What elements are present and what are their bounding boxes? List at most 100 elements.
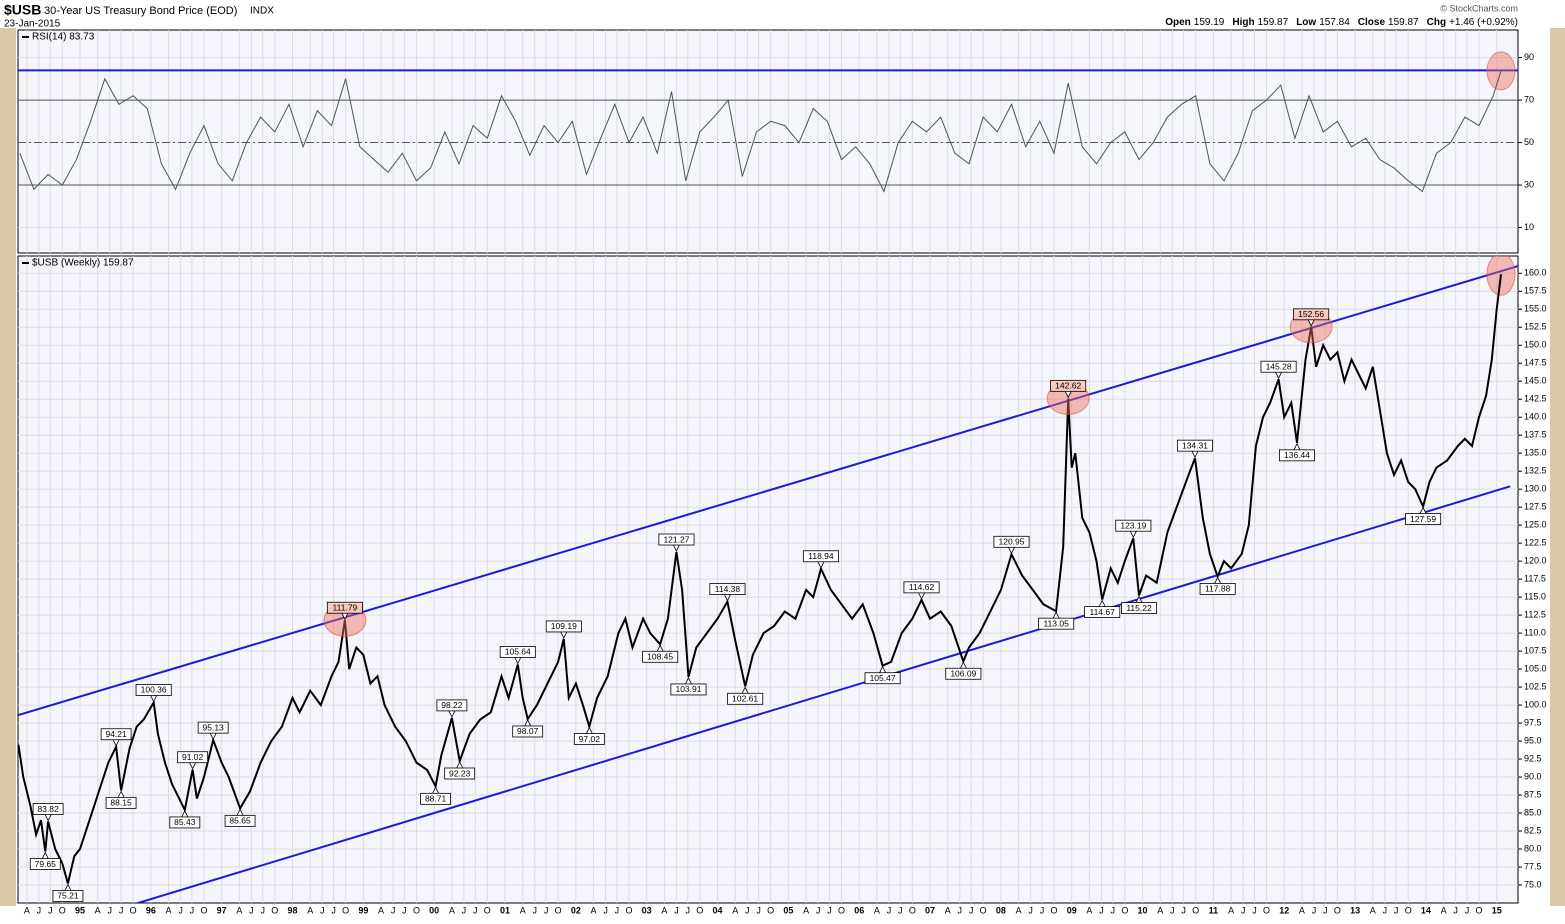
annotation-box [727, 692, 764, 705]
annotation-box [945, 667, 982, 680]
x-tick-label: 02 [571, 905, 581, 915]
x-tick-label: J [190, 905, 195, 915]
annotation-label: 97.02 [579, 734, 601, 744]
x-tick-label: 05 [783, 905, 793, 915]
x-tick-label: J [48, 905, 53, 915]
x-tick-label: O [271, 905, 278, 915]
annotation-label: 85.43 [174, 817, 196, 827]
x-tick-label: O [1263, 905, 1270, 915]
x-tick-label: O [838, 905, 845, 915]
y-tick-label: 100.0 [1524, 699, 1547, 709]
annotation-pointer [1008, 547, 1015, 555]
x-tick-label: 09 [1067, 905, 1077, 915]
annotation-box [658, 533, 695, 546]
y-tick-label: 127.5 [1524, 502, 1547, 512]
x-tick-label: O [130, 905, 137, 915]
quote-label: High [1232, 17, 1254, 28]
x-tick-label: J [1099, 905, 1104, 915]
frame-right [1550, 28, 1565, 906]
x-tick-label: 99 [358, 905, 368, 915]
annotation-label: 114.62 [909, 582, 935, 592]
quote-value: 159.87 [1258, 17, 1289, 28]
x-tick-label: J [462, 905, 467, 915]
annotation-box [1176, 439, 1213, 452]
date: 23-Jan-2015 [4, 19, 61, 30]
annotation-box [32, 803, 64, 815]
x-tick-label: J [1465, 905, 1470, 915]
annotation-box [1121, 602, 1158, 614]
annotation-box [573, 733, 605, 745]
annotation-label: 98.22 [441, 700, 463, 710]
x-tick-label: O [484, 905, 491, 915]
annotation-label: 88.71 [425, 794, 447, 804]
annotation-box [864, 672, 901, 685]
symbol: $USB [4, 2, 41, 18]
exchange: INDX [250, 6, 274, 17]
x-tick-label: A [1228, 905, 1234, 915]
annotation-pointer [1419, 506, 1427, 514]
x-tick-label: 11 [1209, 905, 1219, 915]
y-tick-label: 120.0 [1524, 556, 1547, 566]
x-tick-label: 97 [217, 905, 227, 915]
annotation-box [436, 699, 468, 712]
x-tick-label: J [674, 905, 679, 915]
annotation-label: 108.45 [647, 652, 673, 662]
x-tick-label: J [756, 905, 761, 915]
x-tick-label: A [1299, 905, 1305, 915]
annotation-pointer [1135, 595, 1143, 603]
annotation-pointer [1307, 319, 1315, 327]
quote-label: Open [1165, 17, 1191, 28]
x-tick-label: O [980, 905, 987, 915]
x-tick-label: J [1312, 905, 1317, 915]
x-tick-label: J [969, 905, 974, 915]
x-tick-label: O [767, 905, 774, 915]
y-tick-label: 110.0 [1524, 627, 1546, 637]
annotation-pointer [341, 613, 349, 621]
y-tick-label: 160.0 [1524, 268, 1547, 278]
y-tick-label: 30 [1524, 179, 1534, 189]
y-tick-label: 122.5 [1524, 538, 1547, 548]
annotation-label: 152.56 [1298, 309, 1324, 319]
annotation-box [1278, 449, 1315, 462]
annotation-pointer [817, 561, 825, 569]
plot: 83.82 79.65 75.21 94.21 88.15 100.36 85.43 91.0… [18, 256, 1518, 903]
annotation-box [1038, 617, 1075, 630]
annotation-pointer [189, 762, 196, 770]
x-tick-label: J [1453, 905, 1458, 915]
annotation-box [177, 751, 209, 764]
x-tick-label: O [555, 905, 562, 915]
annotation-label: 106.09 [950, 669, 976, 679]
annotation-pointer [432, 786, 439, 794]
annotation-label: 79.65 [35, 859, 57, 869]
annotation-box [224, 814, 256, 827]
x-tick-label: J [331, 905, 336, 915]
x-tick-label: J [544, 905, 549, 915]
x-tick-label: J [1394, 905, 1399, 915]
y-tick-label: 102.5 [1524, 681, 1547, 691]
annotation-box [1293, 308, 1330, 321]
annotation-label: 92.23 [449, 768, 471, 778]
x-tick-label: 13 [1350, 905, 1360, 915]
quote-label: Low [1296, 17, 1316, 28]
quote-label: Chg [1427, 17, 1446, 28]
x-tick-label: J [1040, 905, 1045, 915]
x-tick-label: O [200, 905, 207, 915]
y-tick-label: 145.0 [1524, 376, 1547, 386]
annotation-pointer [673, 544, 680, 552]
annotation-pointer [456, 761, 464, 769]
y-tick-label: 77.5 [1524, 861, 1542, 871]
annotation-label: 105.47 [870, 673, 896, 683]
x-tick-label: O [1405, 905, 1412, 915]
annotation-label: 75.21 [57, 891, 79, 901]
x-tick-label: A [307, 905, 313, 915]
x-tick-label: J [1111, 905, 1116, 915]
x-tick-label: A [449, 905, 455, 915]
annotation-box [169, 816, 201, 829]
x-tick-label: A [166, 905, 172, 915]
annotation-box [903, 581, 940, 594]
annotation-pointer [112, 739, 120, 747]
annotation-box [1050, 379, 1087, 392]
annotation-box [326, 601, 363, 614]
y-tick-label: 90.0 [1524, 771, 1542, 781]
x-tick-label: J [686, 905, 691, 915]
